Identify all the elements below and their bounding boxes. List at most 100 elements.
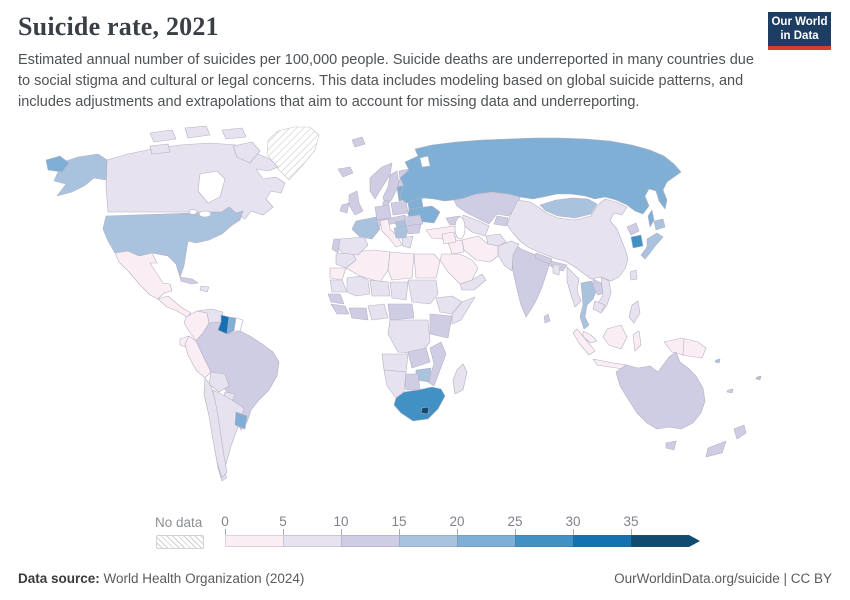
region-west-africa[interactable] [348, 307, 369, 321]
country-north-korea[interactable] [626, 222, 640, 236]
country-japan[interactable] [640, 232, 664, 260]
country-mali[interactable] [346, 275, 371, 297]
country-canada-arctic[interactable] [149, 143, 171, 155]
country-hispaniola[interactable] [199, 285, 210, 293]
country-pakistan[interactable] [497, 240, 520, 272]
country-canada-arctic[interactable] [149, 129, 177, 143]
country-bulgaria[interactable] [405, 223, 422, 235]
region-yemen-oman[interactable] [459, 273, 487, 291]
country-china[interactable] [506, 198, 629, 282]
region-kyrgyzstan-tajikistan[interactable] [493, 215, 509, 227]
country-canada-arctic[interactable] [221, 127, 247, 140]
country-indonesia-sulawesi[interactable] [632, 330, 642, 352]
country-new-zealand-south[interactable] [705, 440, 727, 458]
country-myanmar[interactable] [566, 266, 582, 308]
country-senegal[interactable] [327, 293, 345, 305]
country-russia-chukotka[interactable] [45, 155, 70, 173]
region-balkans[interactable] [393, 225, 409, 239]
country-canada-arctic[interactable] [184, 125, 211, 139]
country-canada[interactable] [105, 142, 286, 220]
country-bangladesh[interactable] [552, 264, 561, 276]
country-indonesia-java[interactable] [592, 358, 628, 370]
legend-segment-10-15[interactable] [341, 535, 399, 547]
country-ireland[interactable] [339, 202, 350, 214]
country-australia-tasmania[interactable] [665, 440, 677, 451]
country-libya[interactable] [387, 251, 415, 281]
country-niger[interactable] [369, 279, 391, 297]
country-egypt[interactable] [413, 253, 441, 279]
country-indonesia-borneo[interactable] [602, 324, 628, 350]
country-indonesia-sumatra[interactable] [572, 328, 596, 356]
country-greenland[interactable] [266, 126, 320, 181]
legend-segment-35-plus[interactable] [631, 535, 689, 547]
no-data-swatch[interactable] [156, 535, 204, 549]
country-guyana[interactable] [217, 314, 230, 335]
country-iran[interactable] [461, 235, 499, 263]
license-link[interactable]: OurWorldinData.org/suicide | CC BY [614, 571, 832, 586]
country-mexico[interactable] [114, 250, 173, 300]
country-russia[interactable] [399, 137, 682, 215]
country-sri-lanka[interactable] [543, 313, 551, 324]
country-french-guiana[interactable] [233, 317, 244, 332]
country-svalbard[interactable] [351, 136, 366, 148]
country-germany[interactable] [374, 204, 392, 221]
country-japan-hokkaido[interactable] [653, 218, 666, 231]
country-taiwan[interactable] [629, 269, 638, 281]
country-sweden[interactable] [382, 170, 400, 208]
country-greece[interactable] [401, 235, 414, 249]
country-romania[interactable] [403, 214, 424, 227]
country-afghanistan[interactable] [485, 233, 507, 247]
country-chad[interactable] [389, 281, 409, 301]
country-bolivia[interactable] [208, 371, 230, 393]
country-madagascar[interactable] [452, 363, 468, 395]
country-cambodia[interactable] [592, 300, 606, 314]
country-angola[interactable] [381, 353, 409, 373]
country-chile[interactable] [203, 377, 228, 479]
country-italy[interactable] [379, 218, 403, 248]
country-mauritania[interactable] [329, 279, 348, 293]
country-france[interactable] [351, 216, 381, 240]
country-poland[interactable] [390, 200, 409, 216]
country-guinea[interactable] [330, 303, 350, 315]
country-solomon-islands[interactable] [714, 358, 721, 364]
legend-segment-25-30[interactable] [515, 535, 573, 547]
country-zambia[interactable] [407, 347, 431, 369]
country-south-africa[interactable] [393, 386, 446, 422]
legend-segment-20-25[interactable] [457, 535, 515, 547]
country-nigeria[interactable] [367, 303, 389, 321]
country-cuba[interactable] [179, 276, 199, 285]
country-new-guinea[interactable] [663, 337, 707, 359]
country-nepal[interactable] [534, 252, 553, 265]
country-iraq[interactable] [447, 239, 465, 255]
country-mozambique[interactable] [427, 341, 447, 387]
country-philippines[interactable] [628, 300, 641, 324]
country-south-korea[interactable] [630, 234, 644, 249]
country-sudan[interactable] [407, 279, 439, 305]
country-canada-arctic[interactable] [232, 141, 261, 164]
country-russia-sakhalin[interactable] [647, 209, 655, 228]
country-lesotho[interactable] [420, 406, 430, 415]
country-uruguay[interactable] [234, 411, 248, 430]
region-east-africa[interactable] [429, 313, 453, 339]
owid-logo[interactable]: Our World in Data [768, 12, 831, 50]
region-cameroon-car[interactable] [387, 303, 415, 321]
legend-segment-0-5[interactable] [225, 535, 283, 547]
country-new-caledonia[interactable] [726, 388, 734, 394]
legend-segment-30-35[interactable] [573, 535, 631, 547]
country-norway[interactable] [369, 162, 393, 200]
country-western-sahara[interactable] [329, 267, 347, 281]
country-iceland[interactable] [337, 166, 354, 178]
country-new-zealand-north[interactable] [733, 424, 747, 440]
country-uk[interactable] [348, 190, 364, 216]
country-fiji[interactable] [755, 375, 762, 381]
region-levant[interactable] [441, 231, 457, 245]
country-botswana[interactable] [403, 373, 421, 391]
region-central-america[interactable] [157, 295, 192, 318]
country-australia[interactable] [615, 351, 706, 430]
country-mongolia[interactable] [539, 197, 598, 219]
legend-segment-5-10[interactable] [283, 535, 341, 547]
country-somalia[interactable] [451, 296, 476, 325]
legend-segment-15-20[interactable] [399, 535, 457, 547]
country-laos[interactable] [592, 278, 606, 296]
country-portugal[interactable] [331, 238, 341, 254]
